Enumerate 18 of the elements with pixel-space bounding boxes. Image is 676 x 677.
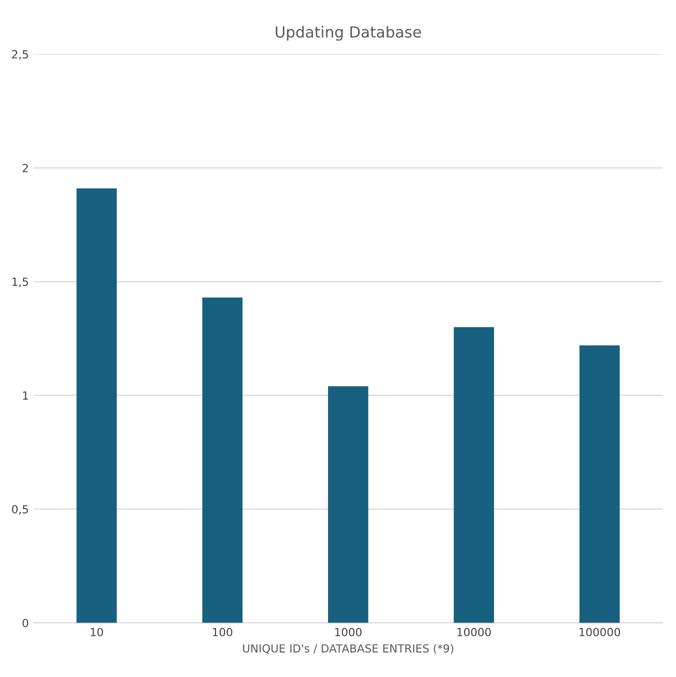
y-tick-label: 2,5 xyxy=(12,50,28,60)
bar xyxy=(579,345,620,623)
chart-title: Updating Database xyxy=(276,26,421,41)
x-tick-label: 10 xyxy=(90,628,103,636)
y-tick-label: 2 xyxy=(22,164,28,172)
x-tick-label: 10000 xyxy=(457,628,491,636)
x-tick-label: 100000 xyxy=(580,628,620,636)
y-tick-label: 0 xyxy=(22,618,28,628)
bar xyxy=(76,188,117,623)
x-axis-title: UNIQUE ID's / DATABASE ENTRIES (*9) xyxy=(243,644,454,654)
bar xyxy=(328,386,368,623)
x-tick-label: 100 xyxy=(213,628,232,636)
y-tick-label: 1,5 xyxy=(12,278,28,288)
bar xyxy=(202,298,243,623)
y-tick-label: 1 xyxy=(23,391,28,400)
y-tick-label: 0,5 xyxy=(12,505,28,515)
x-tick-label: 1000 xyxy=(335,628,362,636)
bar xyxy=(454,327,494,623)
